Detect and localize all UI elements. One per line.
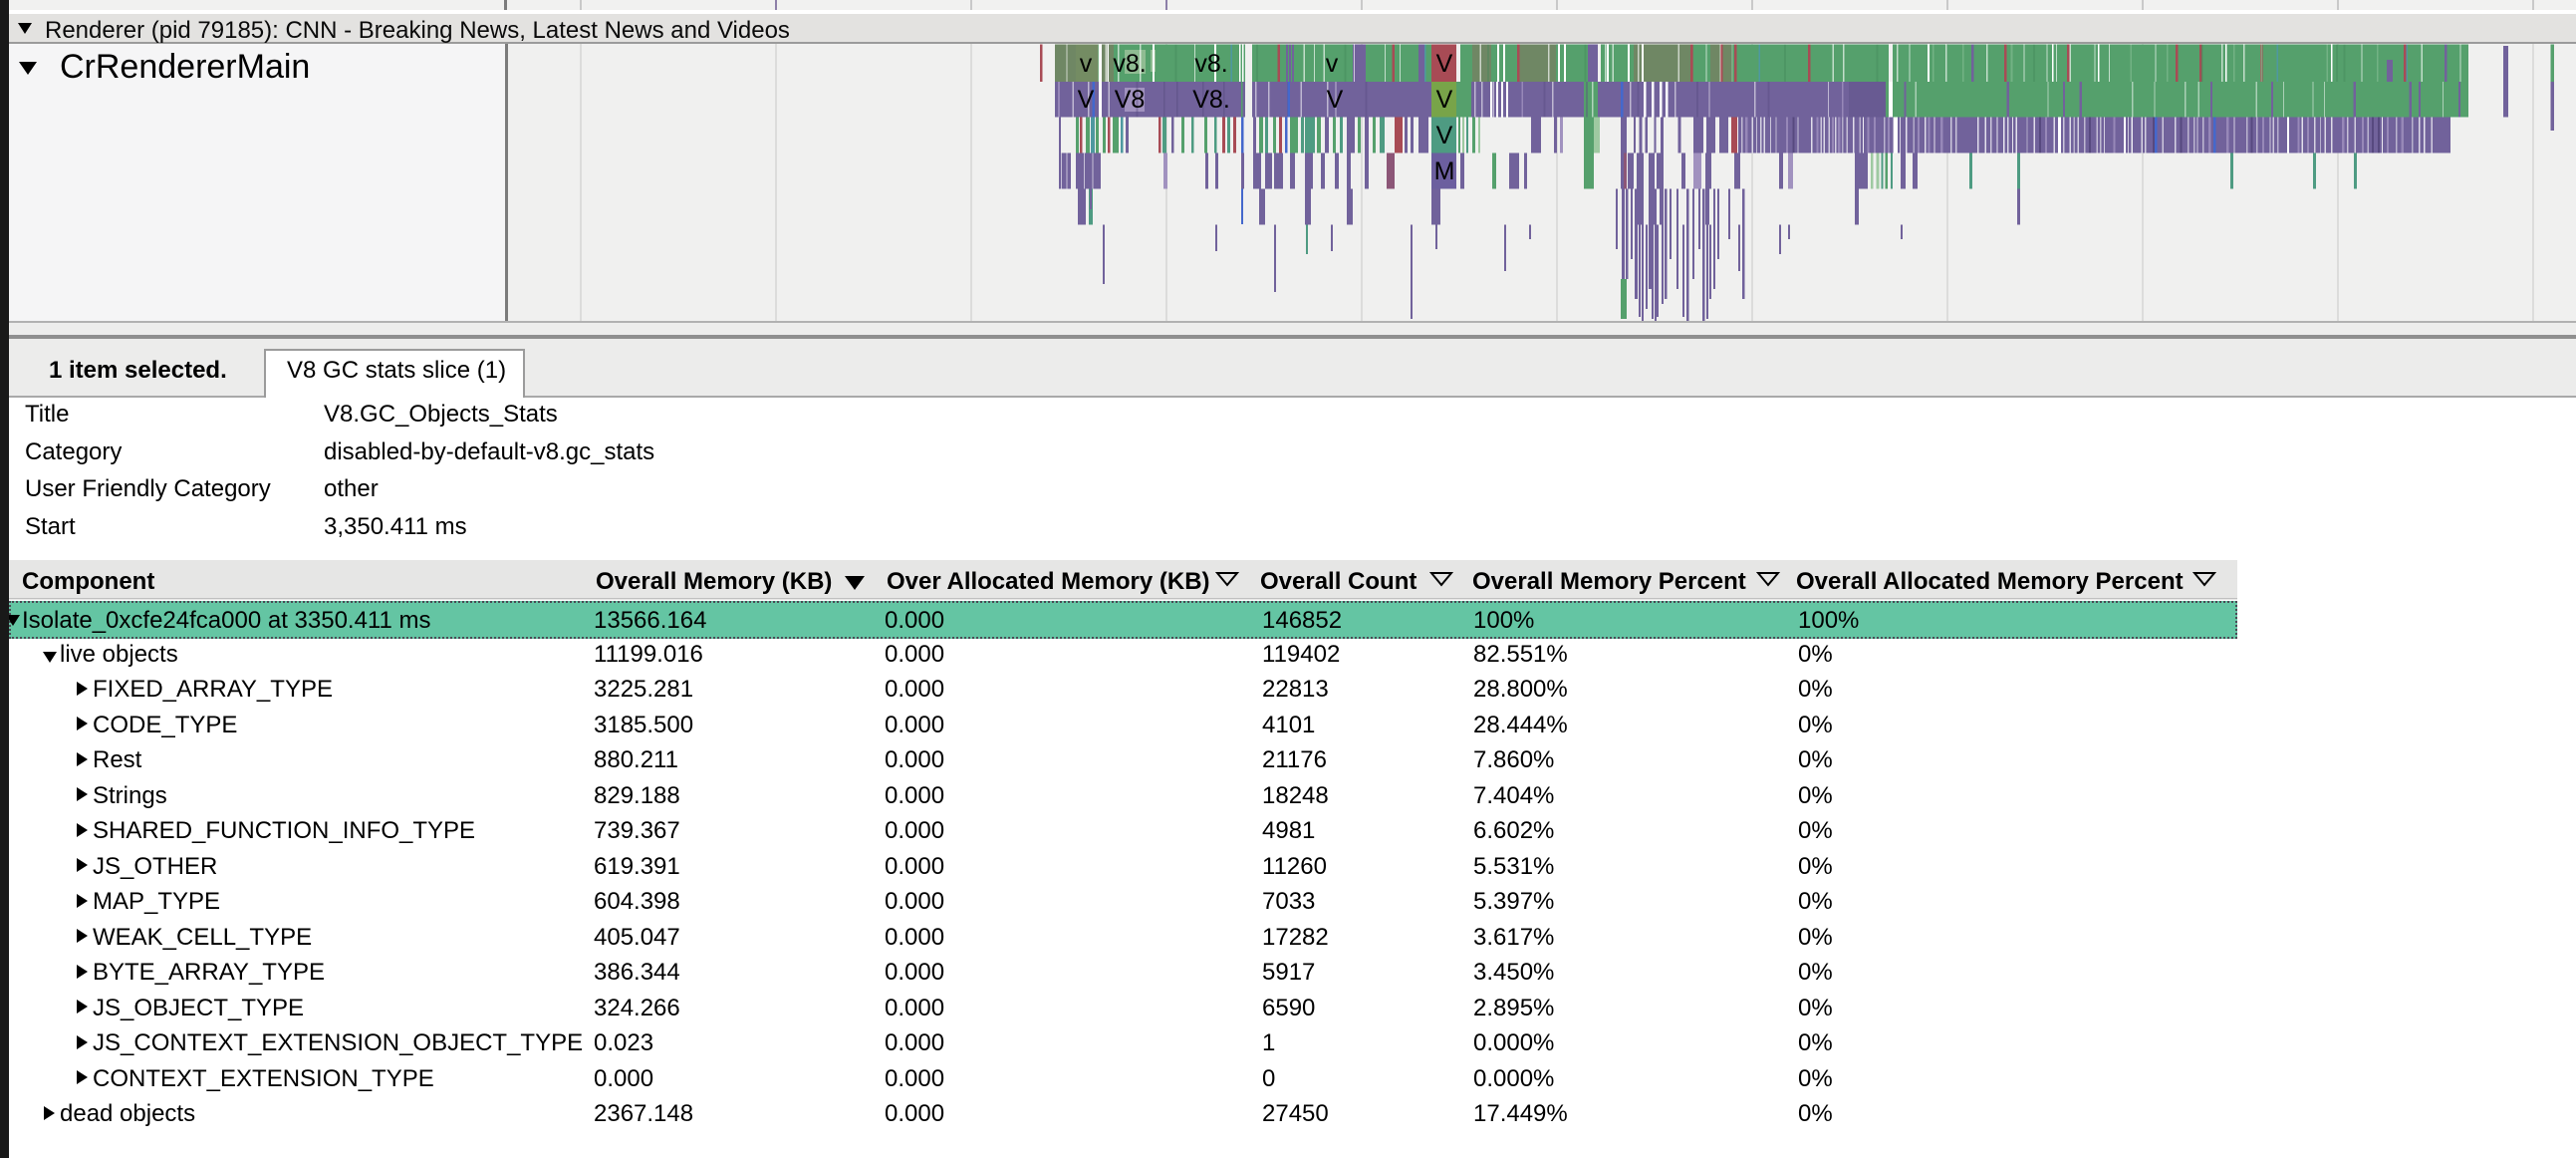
svg-text:V: V	[1436, 86, 1453, 114]
svg-text:V: V	[1078, 86, 1095, 114]
svg-text:v: v	[1326, 50, 1339, 78]
svg-text:V8.: V8.	[1192, 86, 1230, 114]
svg-text:V: V	[1327, 86, 1344, 114]
svg-text:M: M	[1434, 157, 1455, 185]
svg-text:V: V	[1436, 50, 1453, 78]
svg-text:v: v	[1080, 50, 1093, 78]
svg-text:v8.: v8.	[1113, 50, 1146, 78]
svg-text:V8: V8	[1115, 86, 1146, 114]
svg-text:V: V	[1436, 122, 1453, 149]
svg-text:v8.: v8.	[1194, 50, 1227, 78]
